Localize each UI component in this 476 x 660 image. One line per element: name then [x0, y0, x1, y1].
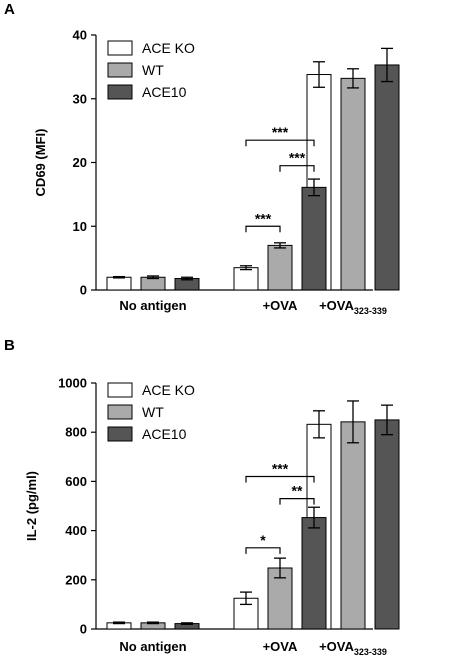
panel-b-y-tick-label: 1000 [58, 376, 87, 391]
panel-b-legend-swatch [107, 382, 133, 398]
panel-a-y-tick-label: 0 [80, 283, 87, 298]
panel-b-y-axis-label: IL-2 (pg/ml) [24, 471, 39, 541]
panel-a-significance-bracket [245, 139, 315, 147]
panel-a-legend-swatch [107, 40, 133, 56]
panel-b-significance-label: ** [292, 483, 303, 499]
panel-b-bar [233, 597, 259, 630]
panel-a-category-label: No antigen [119, 298, 186, 313]
panel-a-significance-bracket [279, 165, 315, 172]
panel-b-significance-bracket [245, 547, 281, 554]
panel-b-significance-label: *** [272, 460, 289, 476]
panel-b-bar [301, 517, 327, 630]
panel-a-legend-label: ACE10 [142, 84, 187, 100]
panel-b-y-tick-label: 200 [65, 572, 87, 587]
panel-b-legend-label: ACE10 [142, 426, 187, 442]
panel-a-category-label: +OVA [263, 298, 298, 313]
panel-b-legend-label: WT [142, 404, 164, 420]
panel-b-category-label: No antigen [119, 639, 186, 654]
panel-a-bar [374, 64, 400, 291]
panel-a-significance-label: *** [272, 124, 289, 140]
panel-b-significance-label: * [260, 532, 266, 548]
panel-b-bar [340, 421, 366, 630]
panel-b-y-tick-label: 0 [80, 622, 87, 637]
panel-a-bar [301, 186, 327, 291]
panel-a-legend-swatch [107, 84, 133, 100]
panel-b-legend-label: ACE KO [142, 382, 195, 398]
panel-b-y-tick-label: 400 [65, 523, 87, 538]
panel-a-significance-label: *** [255, 210, 272, 226]
panel-b-significance-bracket [279, 498, 315, 505]
panel-b-legend-swatch [107, 404, 133, 420]
panel-b-category-label: +OVA323-339 [319, 639, 387, 657]
panel-b-category-label: +OVA [263, 639, 298, 654]
panel-a-category-label: +OVA323-339 [319, 298, 387, 316]
panel-b-significance-bracket [245, 475, 315, 483]
panel-a-y-axis-label: CD69 (MFI) [33, 129, 48, 197]
panel-a-legend-label: ACE KO [142, 40, 195, 56]
panel-a-legend-label: WT [142, 62, 164, 78]
panel-b-legend-swatch [107, 426, 133, 442]
panel-a-significance-bracket [245, 225, 281, 233]
panel-a-bar [233, 267, 259, 291]
panel-a-bar [106, 276, 132, 291]
panel-a-bar [267, 244, 293, 291]
panel-b-y-tick-label: 800 [65, 425, 87, 440]
panel-a-significance-label: *** [289, 150, 306, 166]
panel-a-y-tick-label: 30 [73, 91, 87, 106]
panel-a-y-tick-label: 10 [73, 219, 87, 234]
panel-a-y-tick-label: 40 [73, 28, 87, 43]
panel-b-letter: B [4, 337, 15, 354]
panel-b-bar [374, 419, 400, 630]
panel-a-legend-swatch [107, 62, 133, 78]
panel-a-bar [340, 77, 366, 291]
panel-a-letter: A [4, 1, 15, 18]
panel-a-y-tick-label: 20 [73, 155, 87, 170]
panel-b-y-tick-label: 600 [65, 474, 87, 489]
